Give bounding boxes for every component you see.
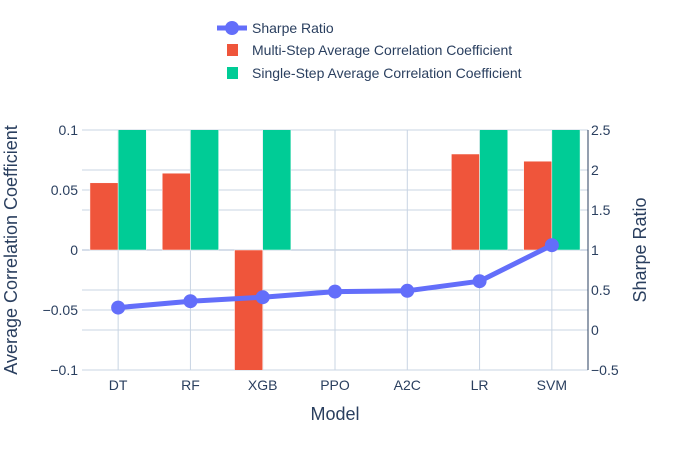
bar [89, 182, 119, 251]
legend-marker-swatch [225, 21, 239, 35]
bar [523, 160, 553, 251]
y-axis-right-ticks: 2.5 2 1.5 1 0.5 0 −0.5 [591, 122, 619, 378]
legend-item-sharpe[interactable]: Sharpe Ratio [217, 20, 334, 36]
bar [161, 172, 191, 251]
sharpe-point [544, 238, 559, 253]
bar [479, 130, 509, 251]
sharpe-point [255, 290, 270, 305]
y-axis-left-ticks: 0.1 0.05 0 −0.05 −0.1 [43, 122, 79, 378]
x-tick-label: XGB [248, 377, 278, 393]
y-right-tick-label: 0 [591, 322, 599, 338]
y-right-tick-label: 1.5 [591, 202, 611, 218]
bar [451, 153, 480, 251]
y-axis-left-title: Average Correlation Coefficient [1, 125, 21, 374]
bar [262, 130, 292, 251]
legend-label-multi-step: Multi-Step Average Correlation Coefficie… [252, 42, 512, 58]
y-left-tick-label: −0.1 [50, 362, 78, 378]
y-right-tick-label: 1 [591, 242, 599, 258]
bars [89, 130, 581, 370]
y-left-tick-label: −0.05 [43, 302, 79, 318]
sharpe-point [472, 274, 487, 289]
legend-label-single-step: Single-Step Average Correlation Coeffici… [252, 65, 522, 81]
x-tick-label: SVM [537, 377, 567, 393]
sharpe-point [328, 284, 342, 299]
x-tick-label: A2C [394, 377, 421, 393]
y-right-tick-label: −0.5 [591, 362, 619, 378]
legend-item-multi-step[interactable]: Multi-Step Average Correlation Coefficie… [227, 42, 512, 58]
sharpe-point [183, 294, 198, 309]
y-axis-right-title: Sharpe Ratio [630, 197, 650, 302]
legend-label-sharpe: Sharpe Ratio [252, 20, 334, 36]
legend-item-single-step[interactable]: Single-Step Average Correlation Coeffici… [227, 65, 522, 81]
bar [234, 249, 263, 370]
y-right-tick-label: 2.5 [591, 122, 611, 138]
bar [551, 130, 581, 251]
x-tick-label: DT [109, 377, 128, 393]
legend-swatch-single-step [227, 67, 238, 79]
x-tick-label: PPO [320, 377, 350, 393]
sharpe-line-layer [111, 238, 559, 315]
y-left-tick-label: 0 [70, 242, 78, 258]
x-axis-ticks: DT RF XGB PPO A2C LR SVM [109, 377, 567, 393]
legend: Sharpe Ratio Multi-Step Average Correlat… [217, 20, 522, 81]
y-left-tick-label: 0.1 [59, 122, 79, 138]
x-tick-label: RF [181, 377, 200, 393]
y-right-tick-label: 0.5 [591, 282, 611, 298]
gridlines [82, 129, 588, 371]
legend-swatch-multi-step [227, 44, 238, 56]
y-left-tick-label: 0.05 [51, 182, 78, 198]
x-tick-label: LR [471, 377, 489, 393]
bar [190, 130, 219, 251]
sharpe-point [400, 283, 415, 298]
y-right-tick-label: 2 [591, 162, 599, 178]
bar [117, 130, 147, 251]
x-axis-title: Model [310, 404, 359, 424]
sharpe-point [111, 300, 126, 315]
